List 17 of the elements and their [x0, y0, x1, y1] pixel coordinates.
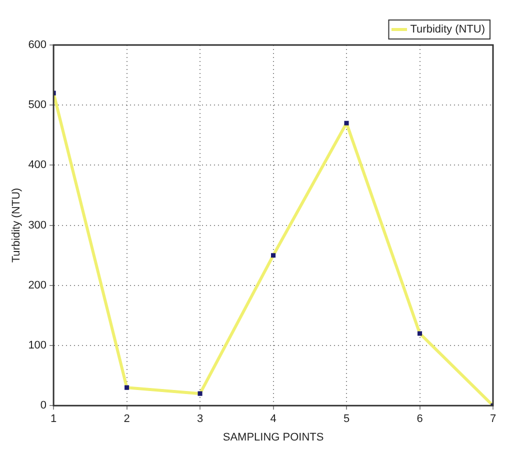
- x-tick-label: 2: [124, 413, 130, 426]
- y-axis-title: Turbidity (NTU): [10, 188, 23, 263]
- y-tick-label: 100: [28, 340, 47, 352]
- y-tick-label: 500: [28, 99, 47, 112]
- x-tick-label: 7: [490, 413, 496, 426]
- x-tick-label: 3: [196, 413, 204, 426]
- x-axis-title: SAMPLING POINTS: [222, 431, 324, 444]
- x-tick-label: 6: [416, 413, 423, 426]
- y-tick-label: 400: [28, 159, 47, 172]
- x-tick-label: 5: [343, 413, 350, 426]
- x-tick-label: 4: [270, 413, 276, 426]
- y-tick-label: 0: [40, 400, 47, 412]
- legend-label: Turbidity (NTU): [410, 24, 486, 36]
- y-tick-label: 200: [28, 279, 47, 292]
- y-tick-label: 300: [28, 219, 47, 232]
- x-tick-label: 1: [50, 413, 57, 426]
- y-tick-label: 600: [28, 39, 47, 52]
